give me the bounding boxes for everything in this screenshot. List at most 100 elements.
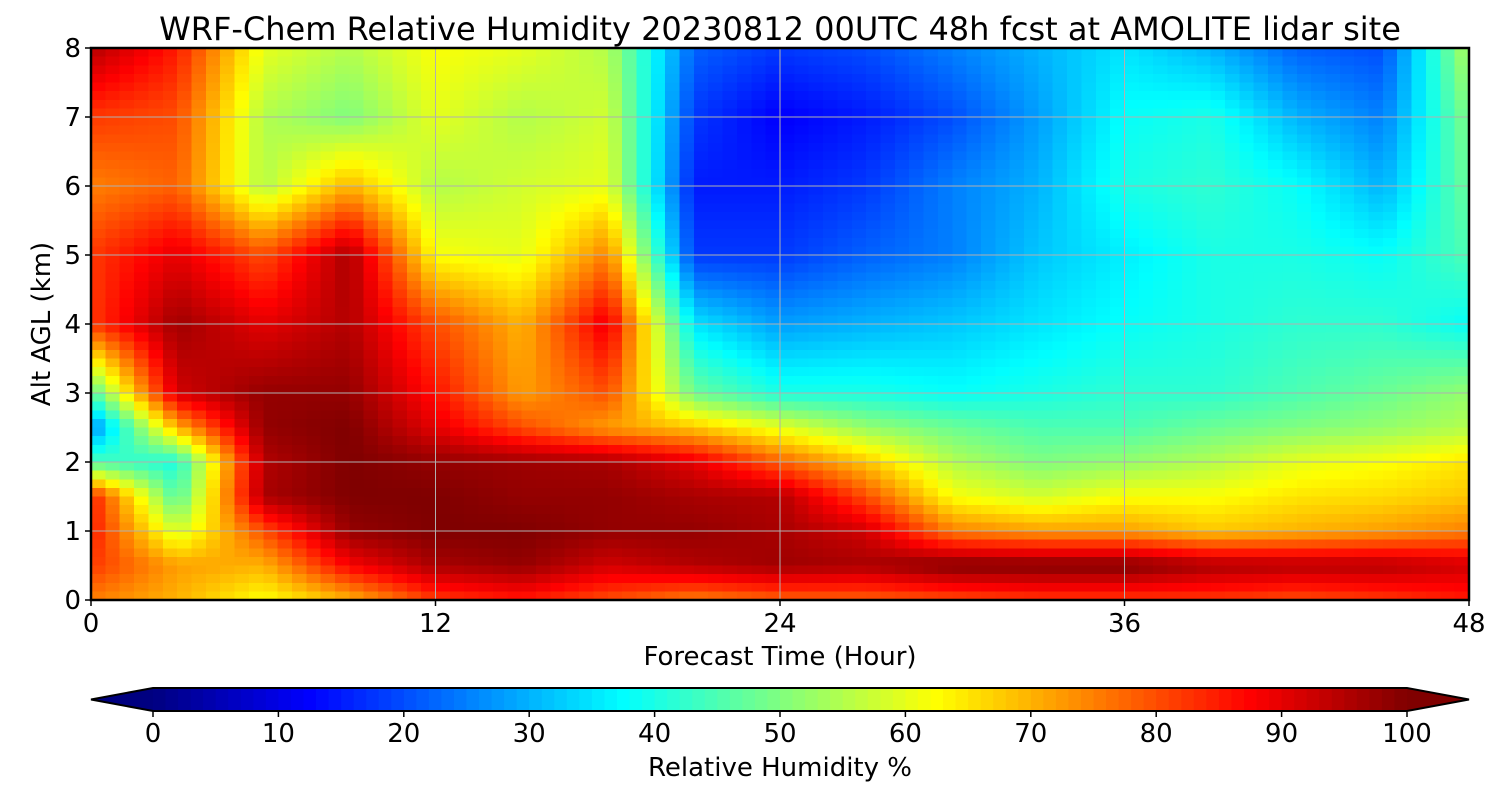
heatmap-cell [751, 65, 767, 75]
heatmap-cell [1038, 263, 1054, 273]
heatmap-cell [234, 453, 250, 463]
heatmap-cell [1196, 194, 1212, 204]
heatmap-cell [708, 168, 724, 178]
heatmap-cell [1239, 125, 1255, 135]
heatmap-cell [923, 246, 939, 256]
heatmap-cell [1038, 56, 1054, 66]
heatmap-cell [607, 280, 623, 291]
heatmap-cell [1052, 470, 1068, 480]
heatmap-cell [1325, 99, 1341, 109]
heatmap-cell [1081, 56, 1097, 66]
heatmap-cell [1368, 177, 1384, 187]
heatmap-cell [1282, 237, 1298, 247]
heatmap-cell [205, 151, 221, 161]
heatmap-cell [966, 453, 982, 463]
heatmap-cell [492, 82, 508, 92]
heatmap-cell [1067, 48, 1083, 58]
heatmap-cell [1411, 48, 1427, 58]
heatmap-cell [1181, 151, 1197, 161]
heatmap-cell [1382, 384, 1398, 394]
heatmap-cell [1411, 436, 1427, 446]
heatmap-cell [1268, 203, 1283, 213]
heatmap-cell [894, 237, 910, 247]
heatmap-cell [665, 168, 681, 178]
heatmap-cell [392, 427, 408, 437]
heatmap-cell [1224, 298, 1240, 308]
heatmap-cell [1454, 48, 1470, 58]
heatmap-cell [636, 56, 652, 66]
heatmap-cell [1454, 462, 1470, 472]
heatmap-cell [995, 280, 1011, 291]
heatmap-cell [736, 358, 752, 368]
heatmap-cell [177, 298, 193, 308]
heatmap-cell [880, 246, 896, 256]
heatmap-cell [378, 151, 394, 161]
heatmap-cell [521, 410, 537, 420]
heatmap-cell [593, 134, 609, 144]
heatmap-cell [421, 211, 437, 222]
heatmap-cell [1181, 436, 1197, 446]
heatmap-cell [1382, 203, 1398, 213]
heatmap-cell [464, 134, 480, 144]
heatmap-cell [1009, 73, 1025, 84]
heatmap-cell [693, 160, 709, 170]
heatmap-cell [837, 324, 853, 334]
heatmap-cell [1397, 453, 1413, 463]
heatmap-cell [1454, 142, 1470, 153]
heatmap-cell [708, 349, 724, 360]
heatmap-cell [622, 48, 638, 58]
heatmap-cell [1440, 65, 1456, 75]
heatmap-cell [564, 142, 580, 153]
heatmap-cell [636, 255, 652, 265]
heatmap-cell [492, 444, 508, 454]
heatmap-cell [119, 487, 135, 498]
heatmap-cell [1440, 401, 1456, 411]
heatmap-cell [521, 418, 537, 429]
heatmap-cell [751, 263, 767, 273]
heatmap-cell [880, 358, 896, 368]
heatmap-cell [263, 211, 279, 222]
heatmap-cell [1038, 470, 1054, 480]
heatmap-cell [751, 358, 767, 368]
heatmap-cell [1440, 73, 1456, 84]
heatmap-cell [119, 203, 135, 213]
heatmap-cell [1282, 418, 1298, 429]
heatmap-cell [1296, 341, 1312, 351]
heatmap-cell [1110, 117, 1126, 127]
heatmap-cell [1440, 306, 1456, 316]
heatmap-cell [1167, 255, 1183, 265]
heatmap-cell [1440, 56, 1456, 66]
heatmap-cell [765, 151, 781, 161]
heatmap-cell [492, 375, 508, 385]
heatmap-cell [1440, 186, 1456, 196]
heatmap-cell [1325, 263, 1341, 273]
heatmap-cell [248, 427, 264, 437]
heatmap-cell [923, 306, 939, 316]
heatmap-cell [679, 487, 695, 498]
heatmap-cell [1009, 487, 1025, 498]
heatmap-cell [995, 99, 1011, 109]
heatmap-cell [679, 246, 695, 256]
heatmap-cell [234, 298, 250, 308]
heatmap-cell [794, 142, 810, 153]
heatmap-cell [923, 358, 939, 368]
heatmap-cell [1138, 298, 1154, 308]
heatmap-cell [492, 255, 508, 265]
heatmap-cell [148, 82, 164, 92]
heatmap-cell [1210, 393, 1226, 403]
heatmap-cell [1081, 108, 1097, 118]
heatmap-cell [421, 280, 437, 291]
heatmap-cell [1138, 349, 1154, 360]
heatmap-cell [535, 479, 551, 489]
heatmap-cell [1253, 263, 1269, 273]
heatmap-cell [1110, 168, 1126, 178]
heatmap-cell [177, 160, 193, 170]
heatmap-cell [679, 462, 695, 472]
heatmap-cell [478, 375, 494, 385]
heatmap-cell [909, 462, 925, 472]
heatmap-cell [794, 453, 810, 463]
heatmap-cell [492, 280, 508, 291]
heatmap-cell [736, 99, 752, 109]
heatmap-cell [1397, 125, 1413, 135]
heatmap-cell [392, 65, 408, 75]
